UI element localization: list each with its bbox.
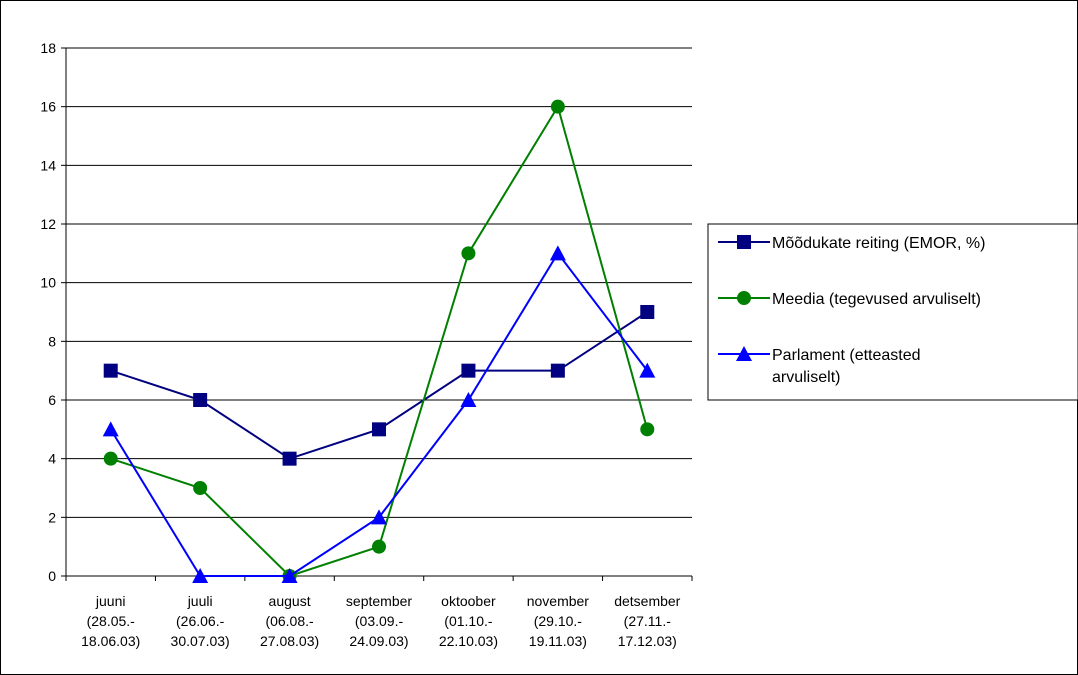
legend-label: Meedia (tegevused arvuliselt) [772,291,981,308]
data-point [550,363,565,378]
data-point [371,509,387,525]
x-tick-label: juuli (26.06.-30.07.03) [171,593,230,649]
series-1 [103,305,655,466]
legend-marker [737,291,751,305]
x-tick-label: oktoober (01.10.-22.10.03) [439,593,498,649]
data-point [102,421,119,437]
data-point [192,568,209,583]
y-tick-labels: 0 2 4 6 8 10 12 14 16 18 [40,40,56,584]
data-point [461,363,476,378]
data-point [461,246,476,261]
y-tick-label: 14 [40,157,56,173]
series-line [110,311,648,460]
legend-entry-3: Parlament (etteasted arvuliselt) [718,346,921,386]
x-tick-label: september (03.09.-24.09.03) [346,593,412,649]
y-tick-label: 18 [40,40,56,56]
data-point [282,451,297,466]
data-point [372,422,386,437]
data-point [193,393,208,407]
legend: Mõõdukate reiting (EMOR, %) Meedia (tegev… [707,223,1078,401]
y-tick-label: 4 [48,451,56,467]
data-point [549,245,566,261]
y-tick-label: 0 [48,568,56,584]
y-tick-label: 2 [48,509,56,525]
data-point [640,305,655,319]
y-tick-label: 6 [48,392,56,408]
x-tick-label: november (29.10.-19.11.03) [527,593,590,649]
x-tick-labels: juuni (28.05.-18.06.03) juuli (26.06.-30.07… [81,593,681,649]
legend-label: Mõõdukate reiting (EMOR, %) [772,235,985,252]
y-tick-label: 16 [40,99,56,115]
axes [61,47,693,581]
series-3 [102,245,656,583]
data-point [639,362,656,378]
y-tick-label: 12 [40,216,56,232]
legend-label: Parlament (etteasted arvuliselt) [772,347,921,386]
x-tick-label: detsember (27.11.-17.12.03) [614,593,680,649]
data-point [281,568,298,583]
legend-entry-1: Mõõdukate reiting (EMOR, %) [718,235,985,252]
series-line [109,251,649,577]
data-point [372,539,386,554]
data-point [550,99,565,114]
legend-entry-2: Meedia (tegevused arvuliselt) [718,291,981,308]
x-tick-label: august (06.08.-27.08.03) [260,593,319,649]
data-point [460,392,477,407]
y-tick-label: 8 [48,333,56,349]
data-point [103,451,118,466]
legend-box [707,223,1078,401]
y-tick-label: 10 [40,275,56,291]
data-point [193,481,208,495]
legend-marker [737,235,751,249]
x-tick-label: juuni (28.05.-18.06.03) [81,593,140,649]
data-point [103,363,118,378]
gridlines [66,47,692,518]
series-group [102,99,656,583]
data-point [640,422,655,437]
legend-marker [736,346,752,361]
